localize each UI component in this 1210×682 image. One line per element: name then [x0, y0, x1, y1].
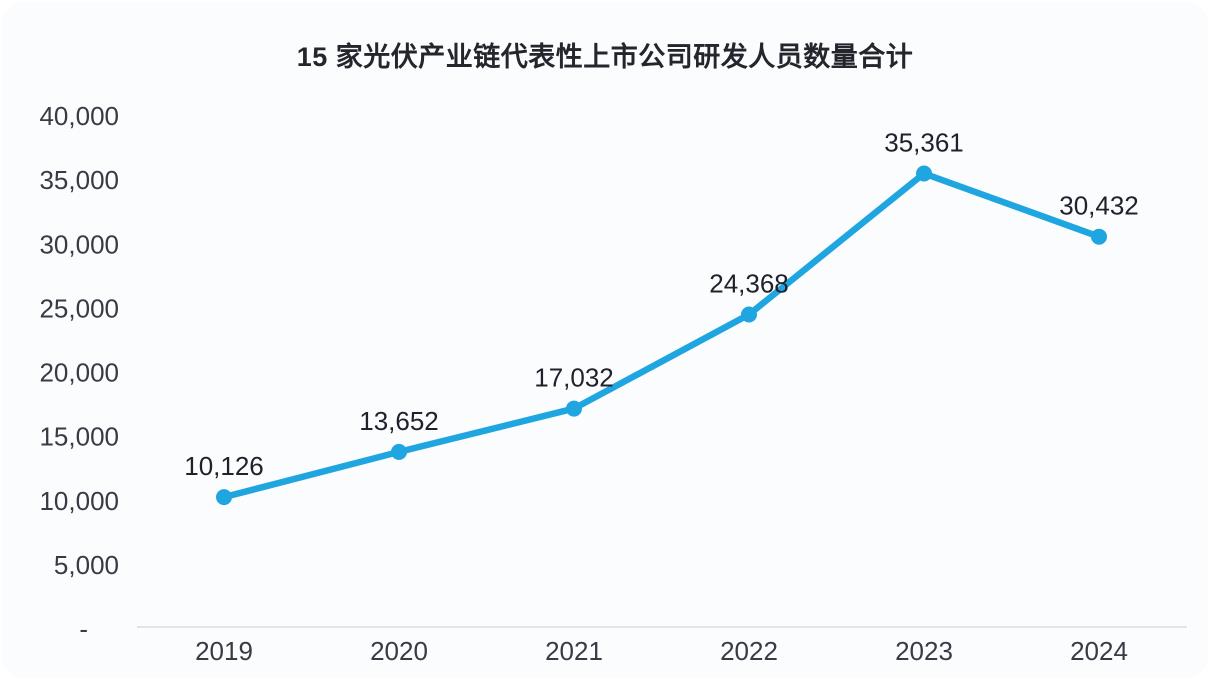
data-label: 24,368 — [709, 268, 789, 298]
y-tick-label: 35,000 — [39, 165, 119, 195]
y-tick-label: 40,000 — [39, 101, 119, 131]
data-point-marker — [741, 306, 757, 323]
x-tick-label: 2019 — [195, 636, 253, 666]
data-label: 30,432 — [1059, 191, 1139, 221]
data-point-marker — [216, 489, 232, 506]
y-tick-label: 20,000 — [39, 358, 119, 388]
x-tick-label: 2023 — [895, 636, 953, 666]
y-tick-label: 5,000 — [54, 550, 119, 580]
data-label: 17,032 — [534, 363, 614, 393]
data-point-marker — [566, 400, 582, 417]
y-tick-label: 30,000 — [39, 229, 119, 259]
x-tick-label: 2022 — [720, 636, 778, 666]
series-line — [220, 170, 1103, 501]
x-tick-label: 2020 — [370, 636, 428, 666]
x-tick-label: 2021 — [545, 636, 603, 666]
y-tick-label: 15,000 — [39, 422, 119, 452]
chart-title: 15 家光伏产业链代表性上市公司研发人员数量合计 — [296, 42, 914, 72]
y-tick-label: - — [79, 614, 88, 644]
data-label: 10,126 — [184, 451, 264, 481]
data-label: 35,361 — [884, 127, 964, 157]
x-tick-label: 2024 — [1070, 636, 1128, 666]
data-point-marker — [391, 443, 407, 460]
y-tick-label: 25,000 — [39, 293, 119, 323]
data-point-marker — [916, 165, 932, 182]
y-tick-label: 10,000 — [39, 486, 119, 516]
data-label: 13,652 — [359, 406, 439, 436]
data-point-marker — [1091, 228, 1107, 245]
